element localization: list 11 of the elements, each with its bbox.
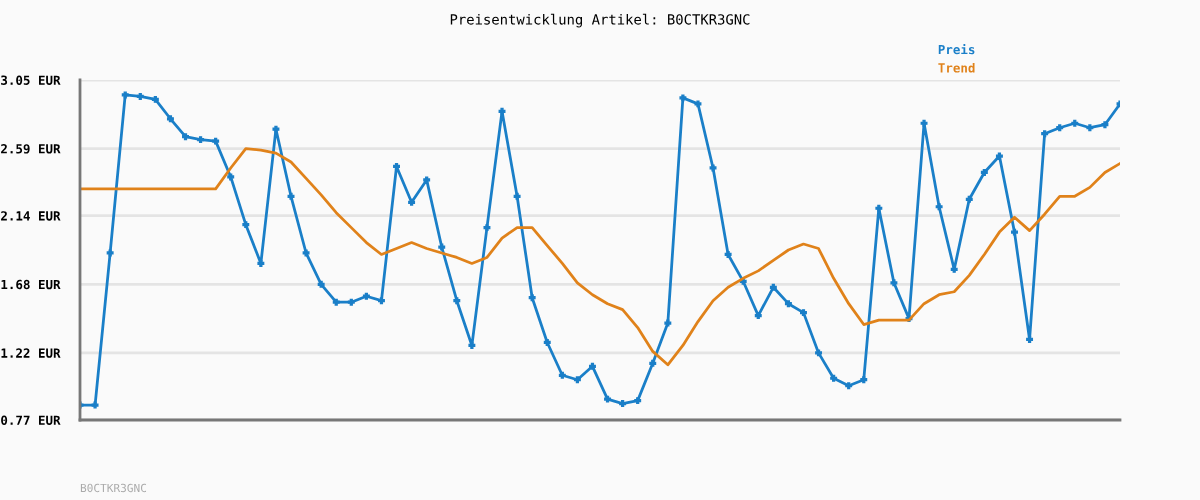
text: Preis (938, 43, 975, 55)
y-tick-label: 1.22 EUR (1, 348, 61, 358)
y-tick-label: 2.59 EUR (1, 144, 61, 154)
line-series (80, 147, 1120, 367)
text: B0CTKR3GNC (80, 483, 147, 493)
y-tick-label: 1.68 EUR (1, 279, 61, 290)
y-tick-label: 0.77 EUR (1, 415, 61, 425)
text: Trend (938, 62, 975, 73)
y-tick-label: 3.05 EUR (1, 75, 61, 85)
chart-title: Preisentwicklung Artikel: B0CTKR3GNC (450, 13, 750, 28)
y-tick-label: 2.14 EUR (1, 211, 61, 221)
